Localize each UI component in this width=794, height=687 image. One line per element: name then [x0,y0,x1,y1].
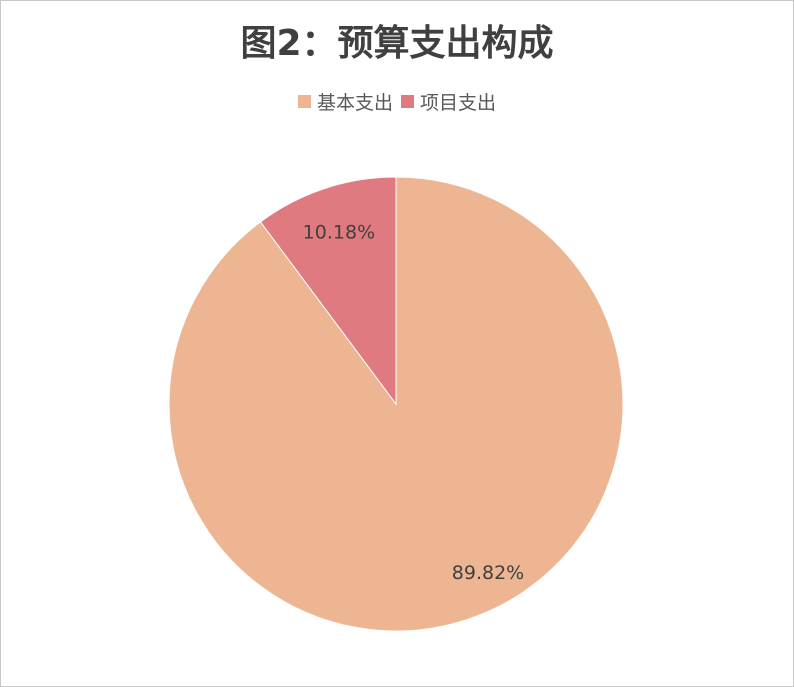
legend-label: 项目支出 [420,92,497,114]
data-label: 89.82% [452,562,524,584]
legend: 基本支出 项目支出 [0,88,794,115]
data-label: 10.18% [303,222,375,244]
legend-swatch [401,95,414,108]
legend-item-project: 项目支出 [401,88,496,115]
legend-swatch [297,95,311,108]
pie-slice [259,176,397,406]
chart-title: 图2：预算支出构成 [240,23,554,64]
legend-label: 基本支出 [316,92,393,114]
legend-item-basic: 基本支出 [297,88,393,115]
